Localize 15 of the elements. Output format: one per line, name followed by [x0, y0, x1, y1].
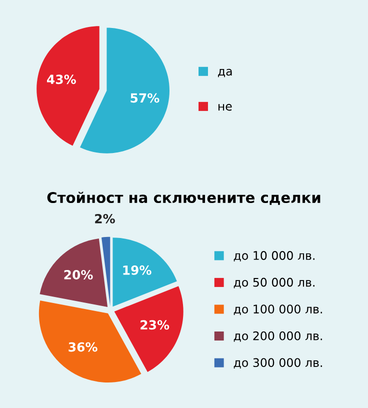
legend-label: да [218, 68, 232, 78]
data-label: 19% [123, 265, 152, 275]
legend-label: до 50 000 лв. [234, 278, 314, 288]
data-label: 43% [46, 74, 76, 84]
legend-label: не [218, 104, 232, 111]
data-label: 23% [140, 320, 170, 330]
chart-title: Стойност на сключените сделки [47, 192, 320, 205]
data-label: 36% [68, 342, 98, 352]
data-label: 57% [130, 93, 160, 103]
data-label: 2% [95, 214, 115, 224]
legend-label: до 200 000 лв. [234, 331, 322, 342]
data-label: 20% [64, 270, 93, 280]
legend-label: до 100 000 лв. [234, 304, 322, 315]
legend-label: до 300 000 лв. [234, 358, 322, 369]
legend-label: до 10 000 лв. [234, 251, 314, 262]
